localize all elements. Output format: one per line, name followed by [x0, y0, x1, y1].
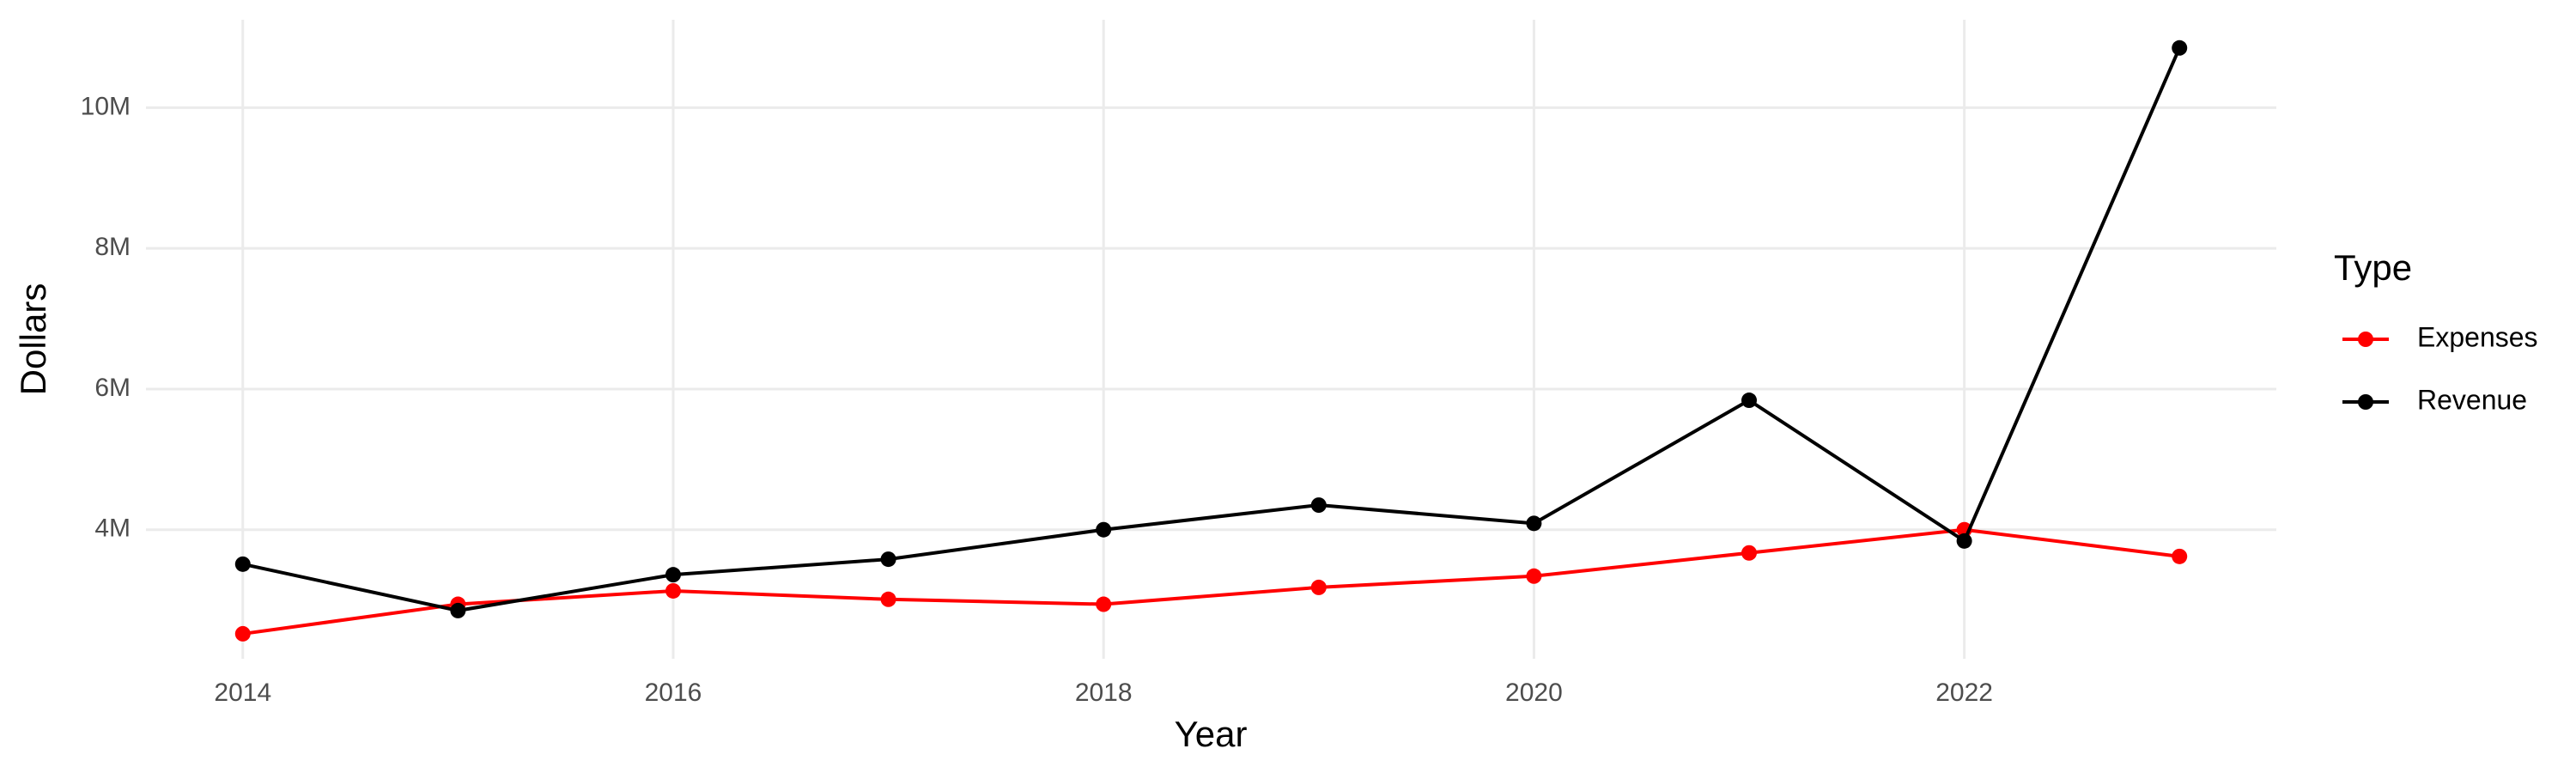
legend-swatch	[2358, 332, 2373, 347]
data-point	[1526, 515, 1542, 532]
data-point	[2172, 548, 2188, 564]
data-point	[1310, 579, 1327, 595]
x-tick-label: 2014	[214, 679, 271, 707]
data-point	[665, 567, 681, 583]
data-point	[665, 582, 681, 599]
data-point	[1526, 568, 1542, 584]
data-point	[1741, 545, 1758, 561]
legend-label: Expenses	[2417, 321, 2538, 352]
data-point	[234, 625, 251, 642]
y-tick-label: 4M	[94, 514, 131, 543]
data-point	[2172, 40, 2188, 56]
data-point	[234, 556, 251, 572]
legend-swatch	[2358, 394, 2373, 410]
data-point	[1096, 521, 1112, 538]
legend-title: Type	[2334, 247, 2412, 288]
y-tick-label: 6M	[94, 374, 131, 402]
x-tick-label: 2022	[1935, 679, 1993, 707]
y-tick-label: 8M	[94, 233, 131, 261]
x-tick-label: 2020	[1505, 679, 1563, 707]
series-line	[242, 527, 2180, 636]
x-axis-title: Year	[1175, 714, 1248, 754]
data-point	[880, 551, 896, 568]
y-tick-label: 10M	[81, 92, 131, 120]
data-point	[450, 602, 466, 618]
series-line	[242, 46, 2182, 612]
data-point	[1741, 393, 1758, 409]
data-point	[1310, 497, 1327, 514]
data-point	[1096, 596, 1112, 612]
data-point	[880, 591, 896, 607]
data-point	[1956, 533, 1972, 549]
x-tick-label: 2016	[645, 679, 702, 707]
x-tick-label: 2018	[1075, 679, 1133, 707]
legend-label: Revenue	[2417, 384, 2527, 415]
y-axis-title: Dollars	[13, 283, 53, 396]
